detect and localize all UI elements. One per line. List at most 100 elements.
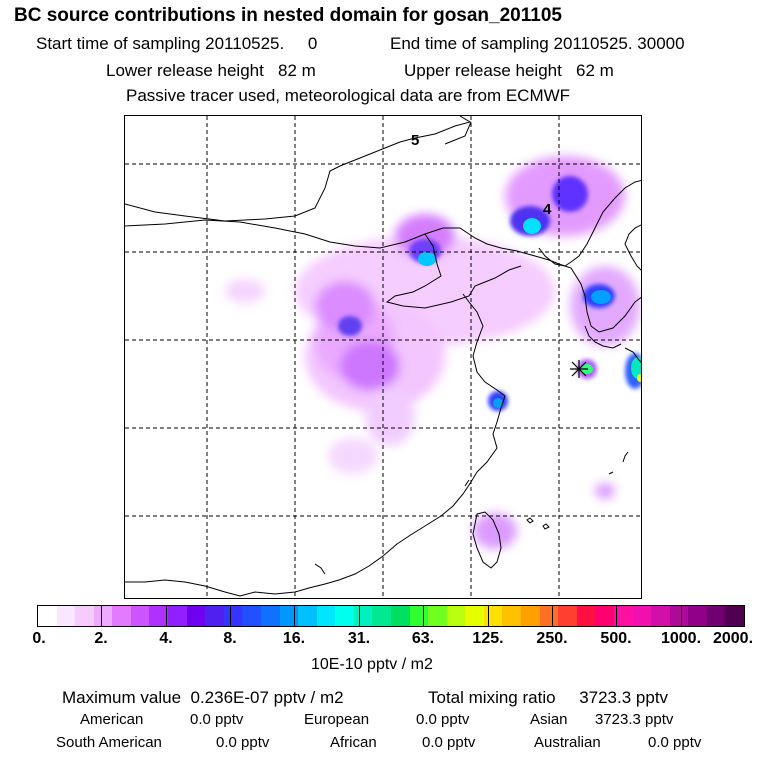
concentration-field: [225, 156, 641, 549]
colorbar-segment: [38, 606, 57, 626]
island: [526, 517, 534, 524]
plume-peak: [591, 290, 611, 304]
colorbar-divider: [230, 605, 231, 627]
region-value: 0.0 pptv: [648, 734, 702, 751]
colorbar-segment: [260, 606, 280, 626]
colorbar-segment: [298, 606, 317, 626]
coast-bohai: [385, 233, 522, 309]
grid-label-4: 4: [543, 201, 552, 218]
start-time-label: Start time of sampling 20110525. 0: [36, 34, 317, 54]
colorbar-tick-label: 4.: [159, 630, 173, 647]
plume-peak: [637, 374, 641, 382]
region-name: African: [330, 734, 377, 751]
region-name: Asian: [530, 711, 568, 728]
plume-mid: [595, 483, 615, 499]
island-hainan: [314, 563, 326, 575]
lower-release-height: Lower release height 82 m: [106, 61, 316, 81]
region-name: European: [304, 711, 370, 728]
colorbar-segment: [168, 606, 187, 626]
colorbar-segment: [56, 606, 76, 626]
colorbar-segment: [112, 606, 131, 626]
plume-peak: [418, 252, 436, 266]
colorbar-segment: [632, 606, 652, 626]
plot-title: BC source contributions in nested domain…: [14, 5, 562, 26]
total-number: 3723.3 pptv: [579, 688, 669, 707]
colorbar-divider: [423, 605, 424, 627]
region-value: 0.0 pptv: [190, 711, 244, 728]
colorbar-segment: [428, 606, 447, 626]
start-label: Start time of sampling: [36, 34, 201, 53]
lower-label: Lower release height: [106, 61, 264, 80]
total-label: Total mixing ratio: [428, 688, 556, 707]
colorbar-segment: [242, 606, 261, 626]
colorbar-segment: [446, 606, 466, 626]
plume-mid: [340, 341, 400, 391]
colorbar-segment: [725, 606, 744, 626]
colorbar-segment: [539, 606, 559, 626]
colorbar-tick-label: 125.: [472, 630, 504, 647]
grid-label-5: 5: [411, 132, 419, 149]
colorbar-divider: [681, 605, 682, 627]
colorbar-tick-label: 0.: [32, 630, 46, 647]
colorbar-segment: [465, 606, 484, 626]
colorbar-segment: [669, 606, 689, 626]
colorbar-segment: [316, 606, 336, 626]
colorbar-segment: [521, 606, 540, 626]
colorbar-segment: [706, 606, 726, 626]
colorbar-segment: [75, 606, 94, 626]
max-number: 0.236E-07 pptv / m2: [190, 688, 344, 707]
region-value: 0.0 pptv: [422, 734, 476, 751]
border-china-korea: [125, 219, 641, 333]
colorbar-segment: [223, 606, 243, 626]
colorbar-divider: [488, 605, 489, 627]
colorbar-tick-label: 1000.: [660, 630, 702, 647]
colorbar-segment: [595, 606, 614, 626]
colorbar-segment: [651, 606, 670, 626]
colorbar-tick-label: 250.: [536, 630, 568, 647]
island: [464, 479, 470, 487]
colorbar-divider: [552, 605, 553, 627]
border-mongolia: [125, 116, 472, 222]
plume-peak: [523, 218, 541, 234]
ryukyu-islands: [608, 471, 614, 475]
colorbar-segment: [558, 606, 577, 626]
colorbar-segment: [576, 606, 596, 626]
coast-china: [125, 293, 506, 597]
plume-core: [552, 176, 588, 212]
plume-outer: [328, 438, 378, 474]
colorbar-divider: [166, 605, 167, 627]
colorbar-segment: [353, 606, 373, 626]
colorbar-segment: [205, 606, 224, 626]
colorbar-divider: [294, 605, 295, 627]
upper-release-height: Upper release height 62 m: [404, 61, 614, 81]
colorbar-divider: [101, 605, 102, 627]
ryukyu-islands: [622, 451, 629, 463]
coast-korea-east: [538, 179, 641, 267]
receptor-star-icon: [570, 360, 588, 378]
start-value: 20110525. 0: [205, 34, 318, 53]
colorbar-units: 10E-10 pptv / m2: [311, 656, 433, 673]
tracer-note: Passive tracer used, meteorological data…: [126, 86, 571, 105]
coast-kyushu: [624, 347, 641, 363]
colorbar-segment: [93, 606, 113, 626]
island-taiwan: [472, 511, 502, 569]
colorbar-tick-label: 2.: [94, 630, 108, 647]
colorbar-tick-label: 8.: [223, 630, 237, 647]
colorbar: [37, 605, 745, 627]
region-value: 0.0 pptv: [416, 711, 470, 728]
plume-peak: [631, 357, 641, 379]
colorbar-segment: [390, 606, 410, 626]
end-value: 20110525. 30000: [553, 34, 685, 53]
colorbar-tick-label: 31.: [347, 630, 371, 647]
region-name: South American: [56, 734, 162, 751]
colorbar-segment: [502, 606, 522, 626]
end-time-label: End time of sampling 20110525. 30000: [390, 34, 685, 54]
upper-value: 62 m: [576, 61, 614, 80]
plume-outer: [225, 279, 265, 303]
colorbar-tick-label: 2000.: [712, 630, 754, 647]
colorbar-segment: [483, 606, 503, 626]
coast-japan: [624, 224, 641, 271]
end-label: End time of sampling: [390, 34, 549, 53]
plume-peak: [493, 398, 503, 408]
colorbar-segment: [279, 606, 299, 626]
